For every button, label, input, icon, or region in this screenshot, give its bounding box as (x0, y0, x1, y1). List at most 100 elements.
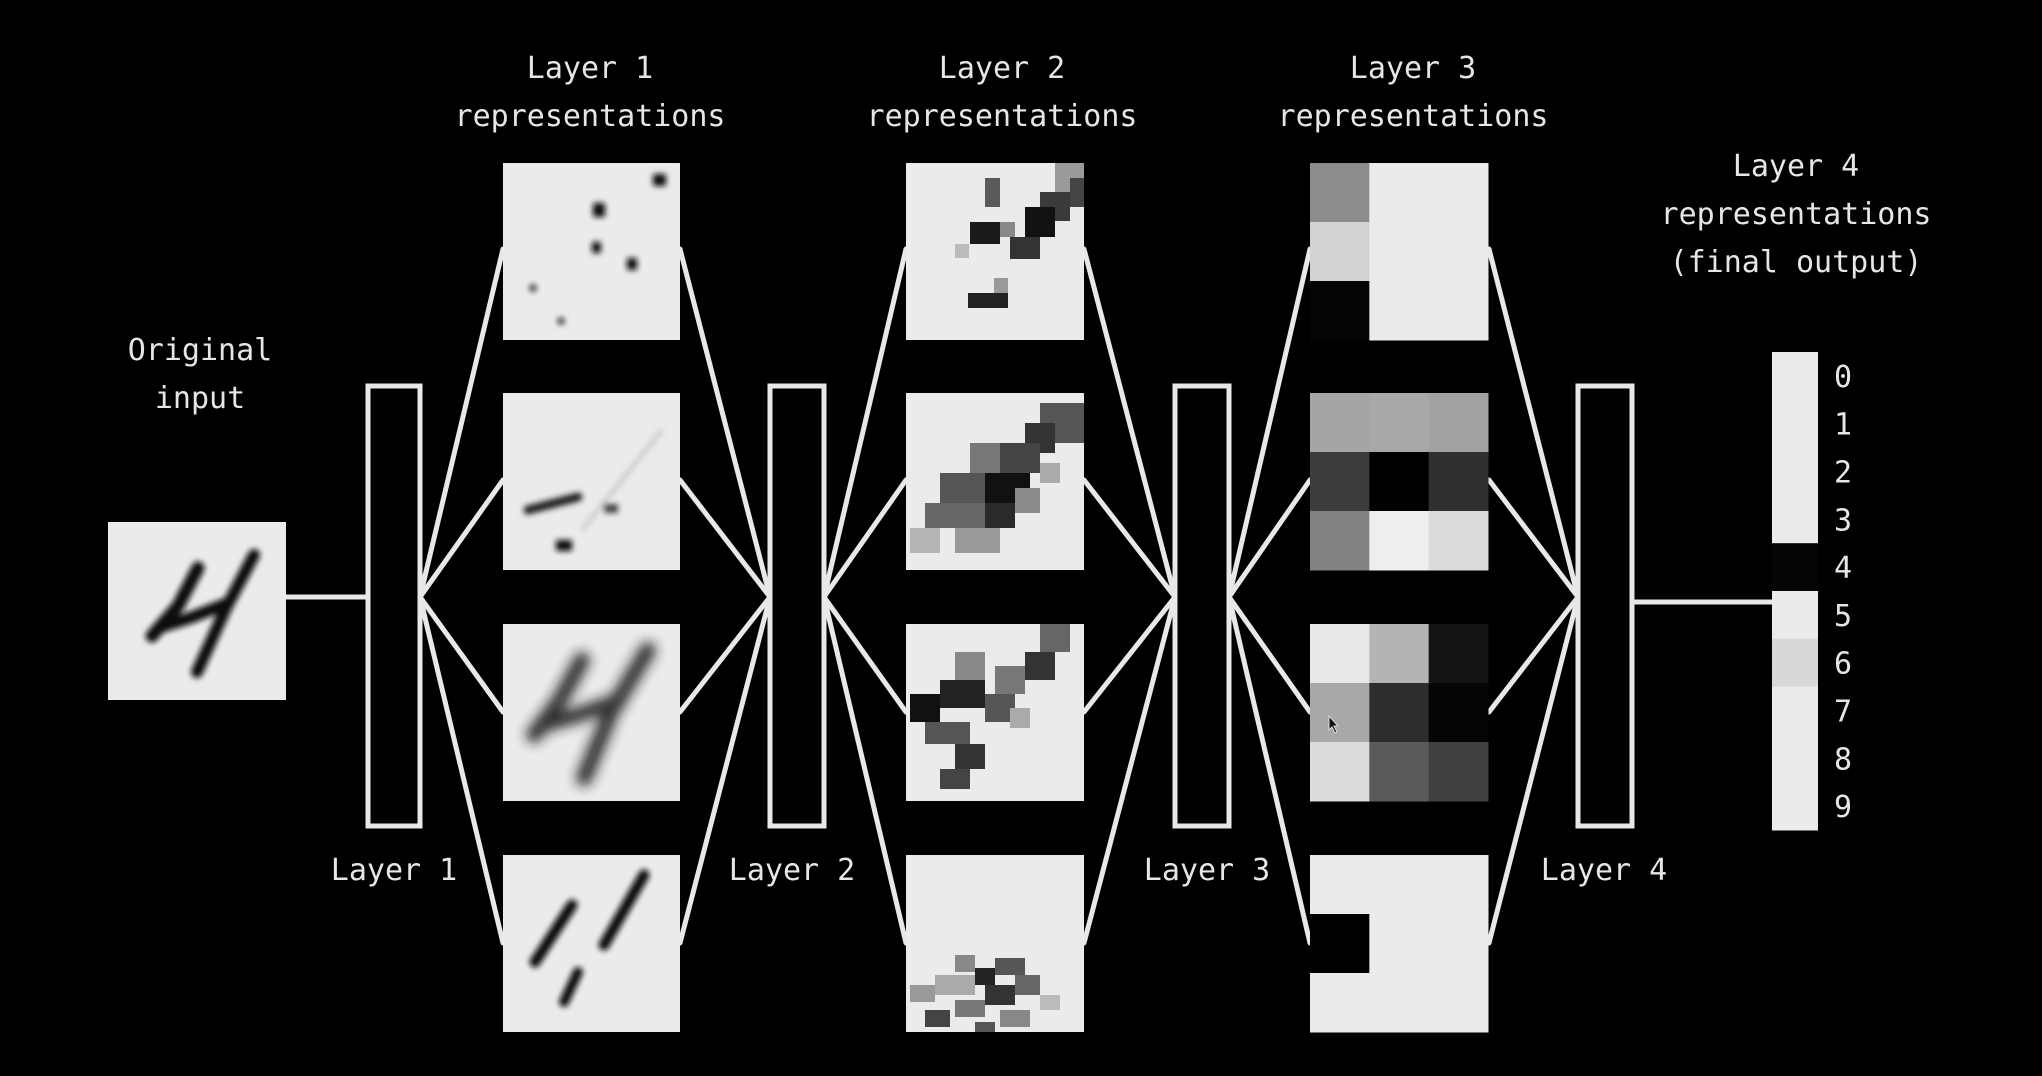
layer4-repr-title-line2: representations (1661, 197, 1932, 232)
layer3-cell (1428, 683, 1489, 743)
layer4-repr-title-line1: Layer 4 (1733, 149, 1859, 184)
layer3-cell (1428, 855, 1489, 915)
output-digit-label: 3 (1834, 503, 1852, 538)
layer1-edge-2 (417, 477, 506, 600)
layer3-cell (1428, 742, 1489, 802)
layer1-repr-title-line1: Layer 1 (527, 51, 653, 86)
layer1-box (365, 383, 423, 829)
layer2-label: Layer 2 (729, 853, 855, 888)
layer3-cell (1310, 973, 1370, 1033)
layer3-cell (1428, 973, 1489, 1033)
output-cell-1 (1772, 399, 1818, 449)
layer3-cell (1310, 163, 1370, 223)
output-cell-9 (1772, 782, 1818, 831)
layer3-cell (1369, 683, 1430, 743)
layer3-cell (1428, 222, 1489, 282)
layer2-map-3 (906, 624, 1084, 801)
layer2-map-4 (906, 855, 1084, 1032)
layer3-cell (1310, 393, 1370, 453)
output-digit-labels: 0 1 2 3 4 5 6 7 8 9 (1834, 360, 1852, 825)
output-cell-6 (1772, 638, 1818, 688)
layer2-out-1 (821, 246, 909, 600)
layer4-in-4 (1486, 594, 1581, 946)
output-cell-0 (1772, 352, 1818, 401)
original-input-title-line1: Original (128, 333, 273, 368)
layer1-edge-1 (417, 246, 506, 600)
output-digit-label: 7 (1834, 695, 1852, 730)
layer2-edge-3 (677, 594, 773, 715)
layer3-cell (1428, 452, 1489, 512)
layer2-box (767, 383, 827, 829)
layer3-cell (1310, 683, 1370, 743)
layer1-repr-title-line2: representations (455, 99, 726, 134)
layer3-cell (1428, 511, 1489, 571)
connections (283, 246, 1775, 946)
layer1-map-4 (503, 855, 680, 1032)
layer4-in-3 (1486, 594, 1581, 715)
layer4-in-1 (1486, 246, 1581, 600)
layer3-cell (1369, 222, 1430, 282)
layer2-map-1 (906, 163, 1084, 340)
layer2-repr-title-line1: Layer 2 (939, 51, 1065, 86)
layer3-cell (1310, 855, 1370, 915)
layer1-edge-3 (417, 594, 506, 715)
layer1-map-1 (503, 163, 680, 340)
layer3-cell (1369, 742, 1430, 802)
output-digit-label: 0 (1834, 360, 1852, 395)
layer1-edge-4 (417, 594, 506, 946)
layer1-map-2 (503, 393, 680, 570)
output-cell-8 (1772, 734, 1818, 783)
layer1-map-3 (503, 624, 680, 801)
layer3-out-4 (1226, 594, 1313, 946)
layer3-map-3 (1310, 624, 1489, 802)
layer3-cell (1369, 624, 1430, 684)
output-activation-bar (1772, 352, 1818, 831)
layer3-cell (1310, 914, 1370, 974)
layer2-out-2 (821, 477, 909, 600)
layer2-edge-4 (677, 594, 773, 946)
layer3-cell (1310, 624, 1370, 684)
output-digit-label: 6 (1834, 647, 1852, 682)
layer3-cell (1310, 222, 1370, 282)
layer3-cell (1369, 914, 1430, 974)
layer2-out-4 (821, 594, 909, 946)
output-cell-5 (1772, 591, 1818, 640)
output-cell-4 (1772, 543, 1818, 592)
layer3-cell (1369, 163, 1430, 223)
layer3-in-2 (1081, 477, 1178, 600)
layer3-cell (1428, 624, 1489, 684)
layer4-label: Layer 4 (1541, 853, 1667, 888)
layer3-cell (1310, 281, 1370, 341)
layer4-box (1575, 383, 1635, 829)
layer3-cell (1428, 914, 1489, 974)
layer3-out-2 (1226, 477, 1313, 600)
layer2-repr-title-line2: representations (867, 99, 1138, 134)
layer3-in-1 (1081, 246, 1178, 600)
layer3-cell (1428, 281, 1489, 341)
layer3-cell (1369, 452, 1430, 512)
layer2-edge-1 (677, 246, 773, 600)
layer3-cell (1369, 855, 1430, 915)
layer3-map-1 (1310, 163, 1489, 341)
layer3-out-3 (1226, 594, 1313, 715)
output-digit-label: 8 (1834, 742, 1852, 777)
layer3-repr-title-line1: Layer 3 (1350, 51, 1476, 86)
layer3-cell (1428, 393, 1489, 453)
layer3-cell (1369, 511, 1430, 571)
layer2-map-2 (906, 393, 1084, 570)
layer3-cell (1369, 973, 1430, 1033)
layer3-map-2 (1310, 393, 1489, 571)
layer3-cell (1310, 452, 1370, 512)
output-digit-label: 9 (1834, 790, 1852, 825)
original-input-image (108, 522, 286, 700)
layer3-cell (1310, 742, 1370, 802)
layer3-map-4 (1310, 855, 1489, 1033)
layer3-label: Layer 3 (1144, 853, 1270, 888)
output-cell-3 (1772, 495, 1818, 544)
layer2-edge-2 (677, 477, 773, 600)
original-input-title-line2: input (155, 381, 245, 416)
layer1-label: Layer 1 (331, 853, 457, 888)
layer3-box (1172, 383, 1232, 829)
layer3-in-3 (1081, 594, 1178, 715)
